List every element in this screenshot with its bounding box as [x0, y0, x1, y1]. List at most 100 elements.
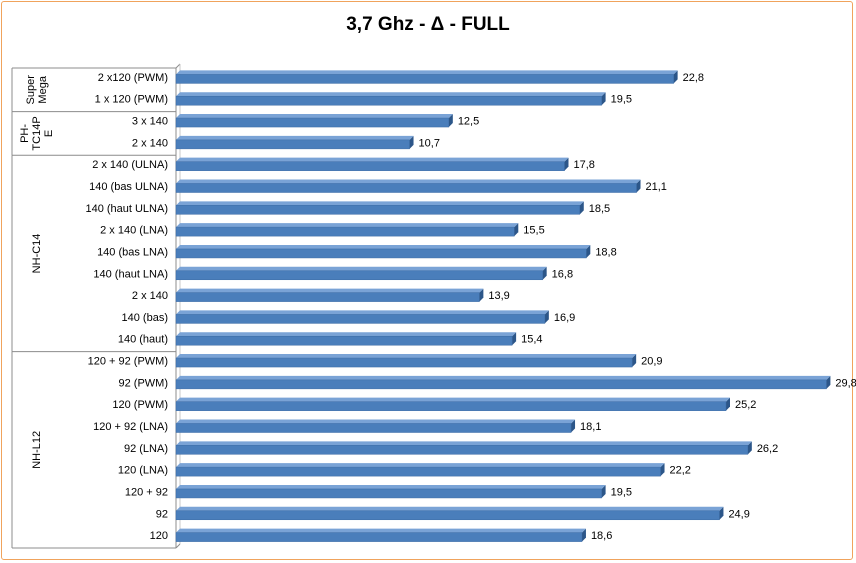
bar [175, 532, 583, 542]
value-label: 22,2 [670, 465, 691, 477]
value-label: 15,5 [523, 225, 544, 237]
category-label: 140 (haut) [118, 334, 168, 346]
category-label: 140 (bas ULNA) [89, 181, 168, 193]
category-label: 2 x 140 [132, 290, 168, 302]
bar [175, 423, 572, 433]
category-label: 120 (PWM) [112, 399, 168, 411]
value-label: 18,1 [580, 421, 601, 433]
group-label-line: Super [25, 75, 37, 105]
value-label: 24,9 [728, 508, 749, 520]
bar-top [176, 288, 484, 293]
group-label: PH-TC14PE [19, 116, 55, 150]
bar-top [176, 484, 606, 489]
value-label: 12,5 [458, 116, 479, 128]
category-label: 92 [156, 508, 168, 520]
value-label: 25,2 [735, 399, 756, 411]
bar-side [564, 157, 569, 171]
value-label: 16,9 [554, 312, 575, 324]
y-axis-depth-bottom [175, 543, 181, 549]
bar [175, 117, 450, 128]
bar-top [176, 114, 453, 119]
bar [175, 357, 633, 368]
bar [175, 314, 546, 324]
bar-top [176, 441, 752, 446]
category-label: 3 x 140 [132, 116, 168, 128]
bar-side [726, 397, 730, 411]
bar-side [514, 223, 519, 237]
bar [175, 401, 727, 411]
bar [175, 226, 515, 237]
group-label: NH-L12 [31, 431, 43, 469]
group-label-line: TC14P [31, 116, 43, 150]
bar [175, 379, 827, 390]
bar-side [636, 179, 641, 193]
chart-title: 3,7 Ghz - Δ - FULL [346, 14, 510, 35]
bar-top [176, 223, 519, 228]
bar [175, 488, 602, 499]
bar [175, 95, 602, 106]
bar-side [409, 135, 414, 149]
value-label: 22,8 [683, 72, 704, 84]
value-label: 18,8 [595, 246, 616, 258]
value-label: 15,4 [521, 334, 542, 346]
category-label: 140 (haut LNA) [93, 268, 168, 280]
bar-top [176, 179, 641, 184]
category-label: 140 (bas) [122, 312, 168, 324]
group-label: SuperMega [25, 75, 49, 105]
bar [175, 466, 661, 477]
value-label: 13,9 [488, 290, 509, 302]
bar-side [719, 506, 724, 520]
value-label: 10,7 [419, 137, 440, 149]
category-label: 1 x 120 (PWM) [95, 94, 168, 106]
bar [175, 161, 565, 171]
bar-side [571, 419, 576, 433]
group-label-line: NH-L12 [31, 431, 43, 469]
bar [175, 445, 749, 455]
bar-side [601, 92, 606, 106]
value-label: 18,6 [591, 530, 612, 542]
category-label: 2 x 140 (ULNA) [92, 159, 168, 171]
bar-side [660, 463, 665, 477]
y-axis-depth-top [175, 63, 181, 69]
bar-top [176, 201, 584, 206]
bar-top [176, 135, 414, 140]
category-label: 92 (PWM) [119, 377, 169, 389]
category-label: 140 (bas LNA) [97, 246, 168, 258]
category-label: 120 + 92 (LNA) [93, 421, 168, 433]
bar [175, 270, 543, 281]
bar-top [176, 70, 678, 75]
bar [175, 335, 513, 346]
bar-side [448, 114, 453, 128]
bar-side [579, 201, 584, 215]
value-label: 16,8 [552, 268, 573, 280]
group-label: NH-C14 [31, 234, 43, 274]
value-label: 21,1 [646, 181, 667, 193]
category-label: 120 (LNA) [118, 465, 168, 477]
bar-top [176, 354, 637, 359]
bar [175, 183, 637, 193]
bar-top [176, 528, 586, 533]
category-label: 120 + 92 [125, 486, 168, 498]
bar-top [176, 310, 549, 315]
value-label: 26,2 [757, 443, 778, 455]
bar-side [586, 244, 591, 258]
bar-top [176, 506, 724, 511]
bar [175, 205, 581, 215]
value-label: 19,5 [611, 486, 632, 498]
bar-top [176, 92, 606, 97]
bar-side [512, 332, 517, 346]
bar-side [479, 288, 484, 302]
value-label: 19,5 [611, 94, 632, 106]
bar-side [544, 310, 549, 324]
group-label-line: Mega [37, 75, 49, 103]
bar-side [673, 70, 678, 84]
bar-top [176, 266, 547, 271]
bar [175, 248, 587, 259]
category-label: 120 + 92 (PWM) [88, 356, 168, 368]
bar [175, 292, 480, 302]
bar-top [176, 397, 730, 402]
bar-side [581, 528, 586, 542]
bar [175, 74, 674, 84]
bar-side [542, 266, 547, 280]
